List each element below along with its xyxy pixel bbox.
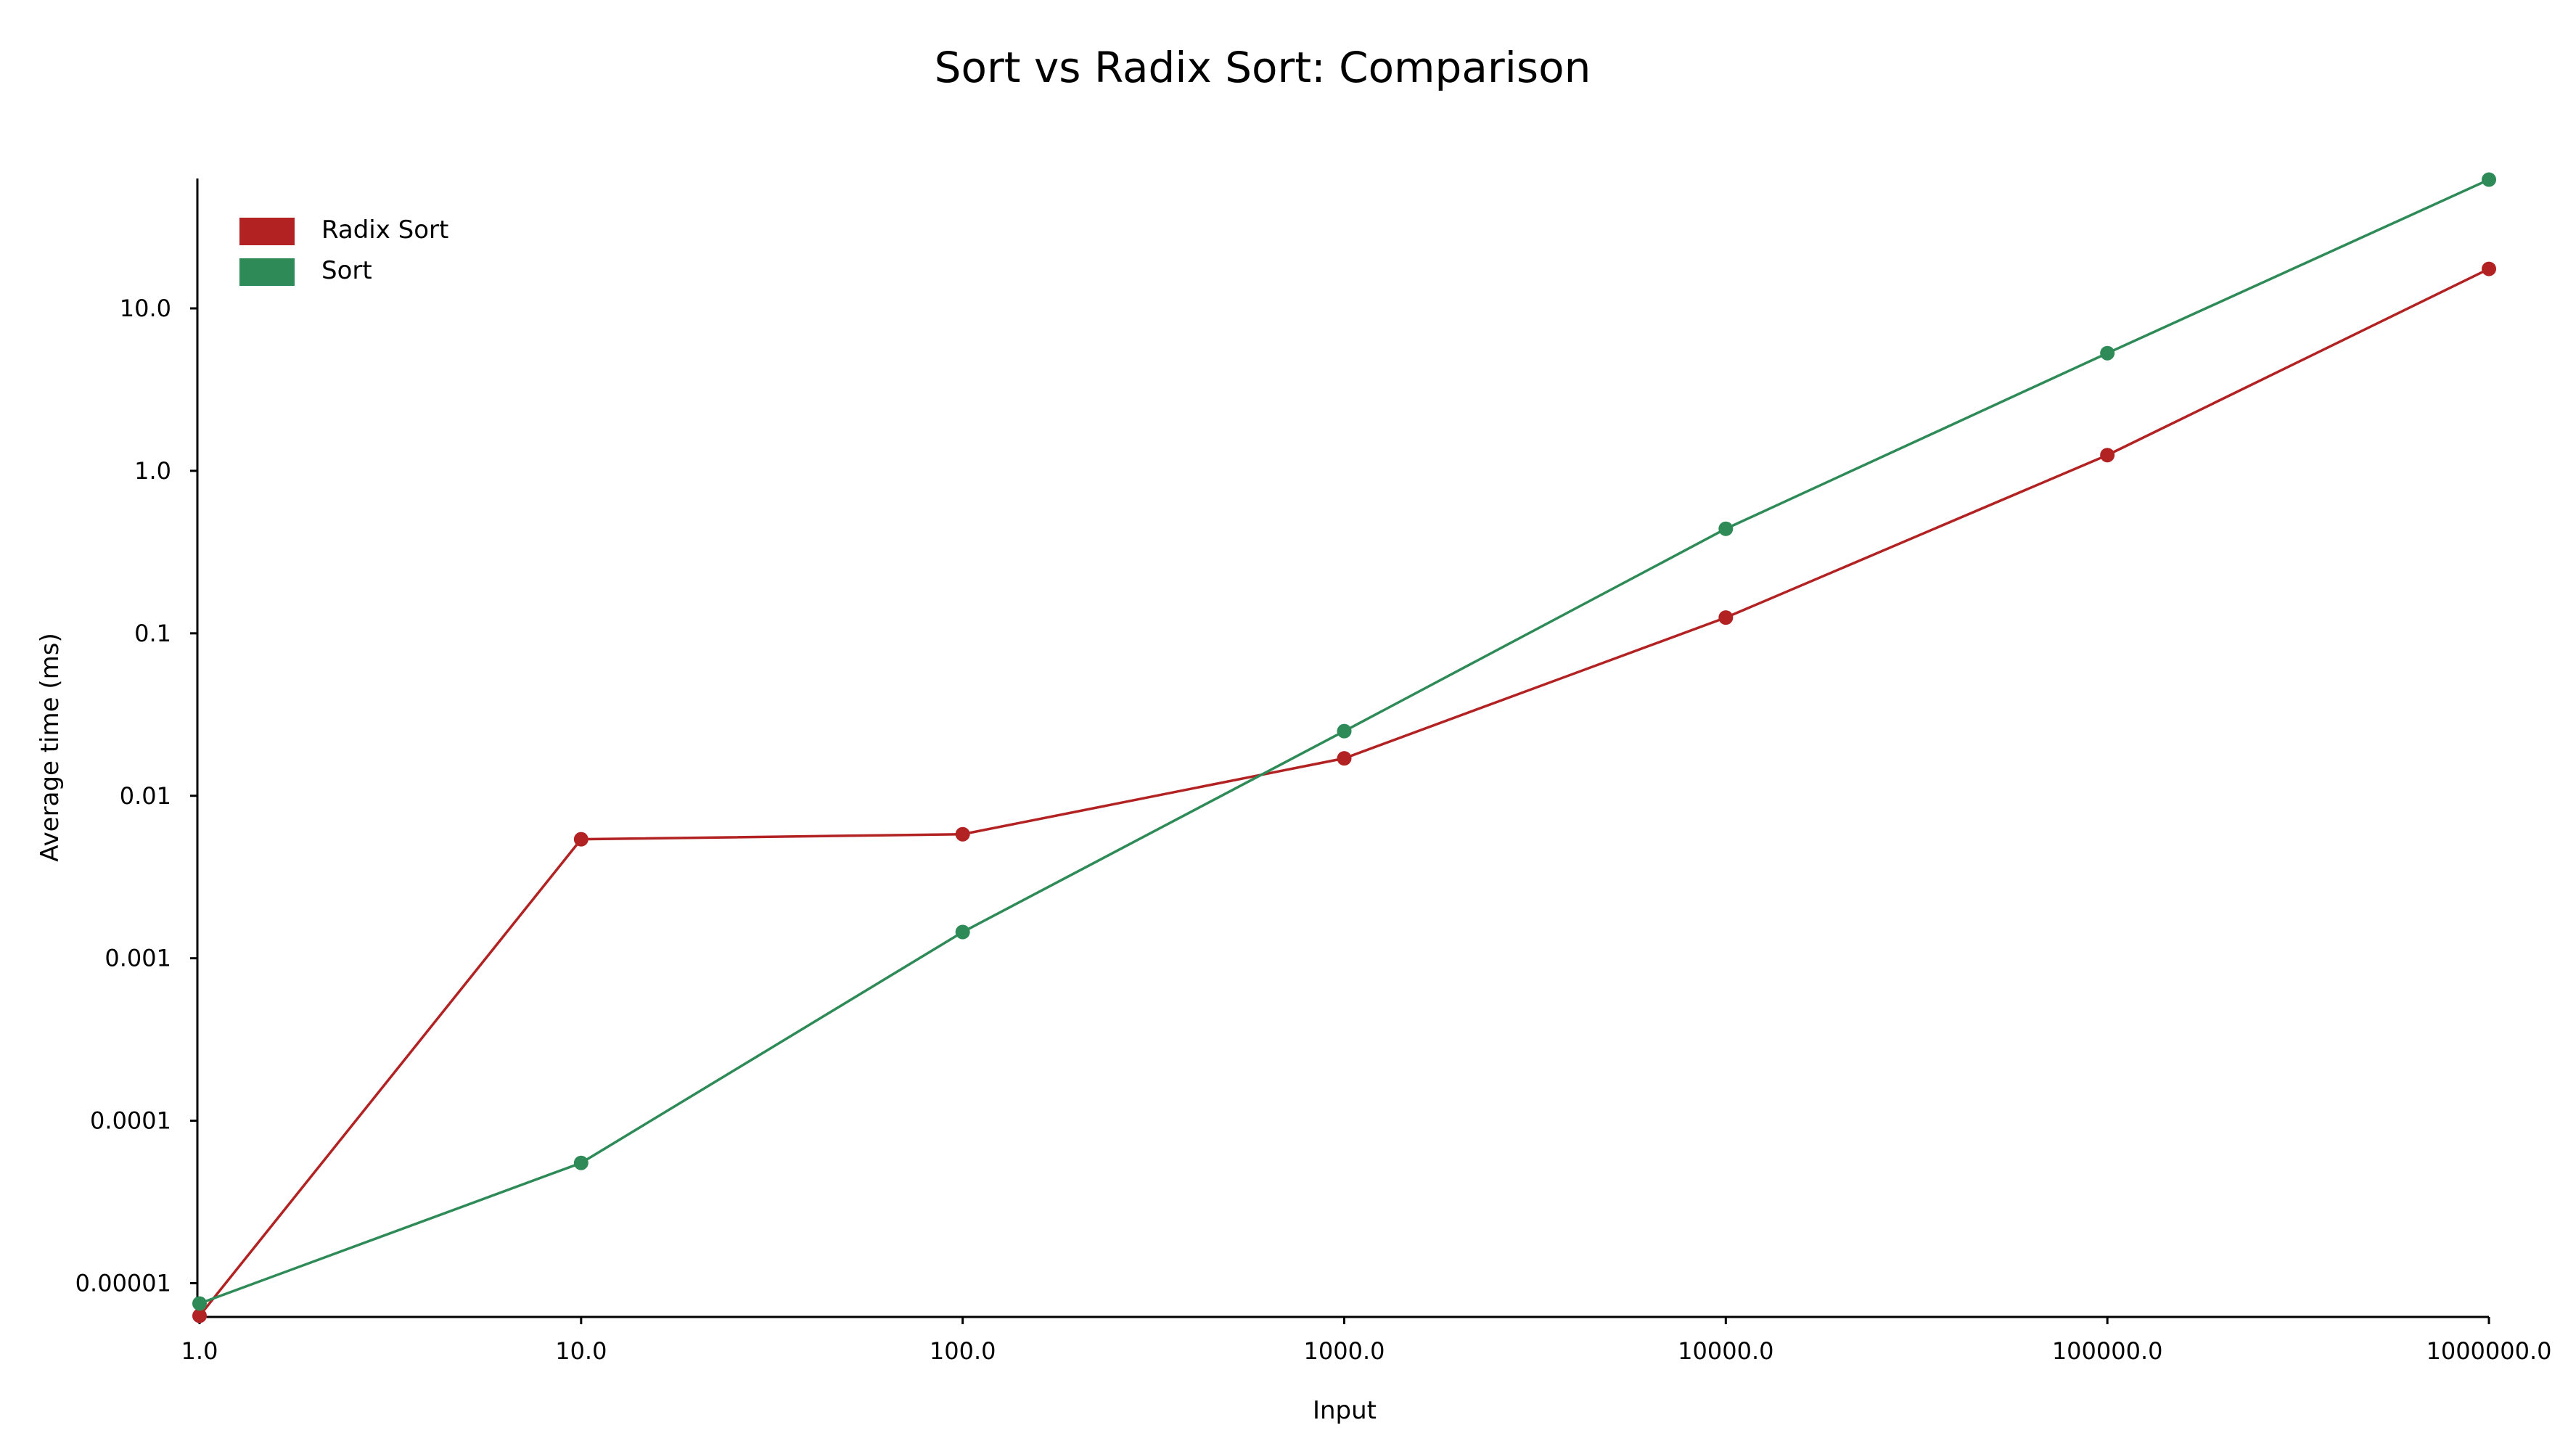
legend-item[interactable]: Radix Sort (239, 215, 448, 245)
x-tick-label: 1000000.0 (2426, 1337, 2551, 1365)
data-point[interactable] (2100, 448, 2115, 463)
x-tick-label: 10.0 (555, 1337, 607, 1365)
x-axis-ticks: 1.0 10.0 100.0 1000.0 10000.0 100000.0 1000000… (181, 1317, 2552, 1365)
data-point[interactable] (2482, 172, 2496, 187)
legend-label: Radix Sort (321, 215, 448, 245)
data-point[interactable] (573, 1155, 588, 1170)
x-tick-label: 1.0 (181, 1337, 218, 1365)
y-tick-label: 0.1 (134, 620, 171, 647)
data-point[interactable] (1718, 521, 1734, 536)
y-tick-label: 0.01 (120, 782, 171, 810)
x-tick-label: 10000.0 (1678, 1337, 1773, 1365)
data-point[interactable] (192, 1308, 207, 1323)
legend-swatch (239, 258, 295, 286)
series-line (199, 178, 2490, 1305)
data-point[interactable] (2100, 345, 2115, 361)
series-line (198, 267, 2490, 1317)
axes (196, 178, 2489, 1318)
legend-swatch (239, 218, 295, 245)
legend[interactable]: Radix Sort Sort (239, 215, 448, 286)
y-tick-label: 0.00001 (75, 1270, 171, 1297)
legend-item[interactable]: Sort (239, 256, 372, 286)
series-radix-sort (192, 261, 2496, 1323)
y-tick-label: 10.0 (120, 295, 171, 322)
data-point[interactable] (192, 1296, 207, 1311)
x-axis-title: Input (1313, 1396, 1377, 1425)
x-tick-label: 1000.0 (1304, 1337, 1385, 1365)
series-group (192, 172, 2496, 1323)
series-sort (192, 172, 2496, 1311)
y-tick-label: 0.001 (104, 945, 171, 972)
y-axis-ticks: 0.00001 0.0001 0.001 0.01 0.1 1.0 10.0 (75, 295, 197, 1297)
data-point[interactable] (2482, 261, 2496, 276)
data-point[interactable] (1718, 610, 1734, 625)
x-tick-label: 100.0 (930, 1337, 996, 1365)
data-point[interactable] (1337, 723, 1352, 739)
data-point[interactable] (955, 924, 970, 940)
y-axis-title: Average time (ms) (36, 633, 65, 861)
data-point[interactable] (1337, 751, 1352, 766)
legend-label: Sort (321, 256, 372, 285)
data-point[interactable] (955, 826, 970, 842)
x-tick-label: 100000.0 (2052, 1337, 2163, 1365)
y-tick-label: 1.0 (134, 457, 171, 485)
data-point[interactable] (573, 832, 588, 847)
chart-title: Sort vs Radix Sort: Comparison (935, 43, 1591, 92)
y-tick-label: 0.0001 (90, 1107, 171, 1135)
